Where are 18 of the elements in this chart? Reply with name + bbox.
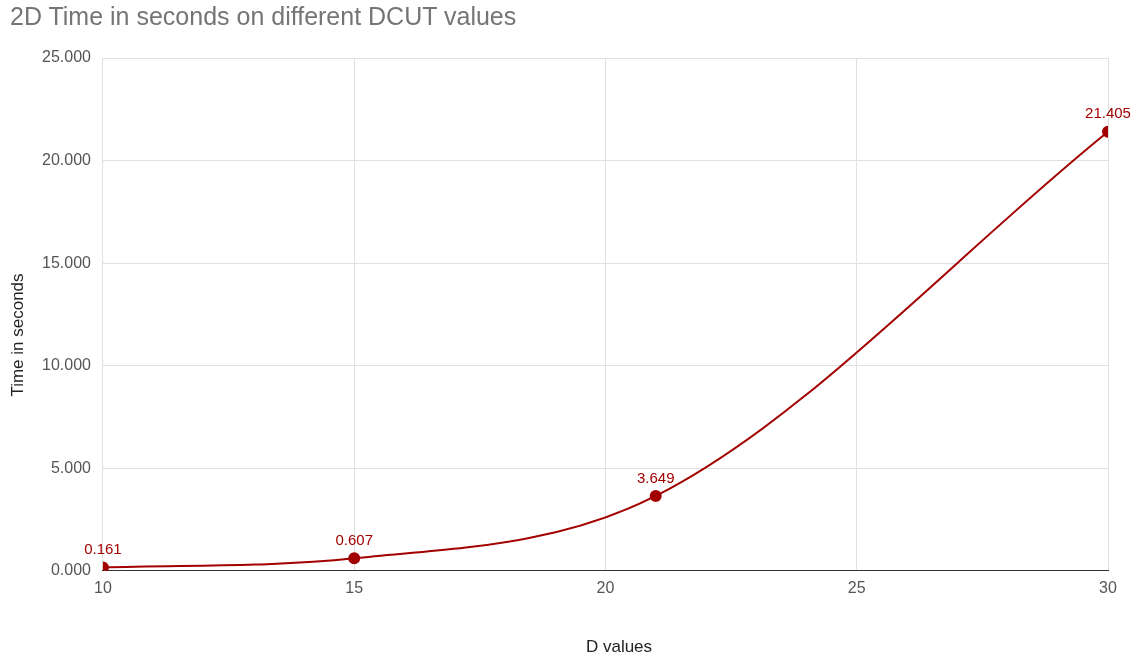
x-tick-label: 25	[847, 578, 866, 596]
y-axis-title: Time in seconds	[8, 272, 28, 399]
data-label: 3.649	[636, 468, 675, 486]
x-tick-label: 20	[596, 578, 615, 596]
y-tick-label: 15.000	[42, 253, 92, 271]
x-axis-title: D values	[584, 637, 654, 657]
x-tick-label: 15	[345, 578, 364, 596]
x-tick-label: 30	[1099, 578, 1117, 596]
chart-title: 2D Time in seconds on different DCUT values	[10, 2, 517, 31]
y-tick-label: 5.000	[50, 458, 92, 476]
data-label: 21.405	[1085, 104, 1131, 122]
x-tick-label: 10	[94, 578, 112, 596]
y-tick-label: 10.000	[42, 356, 92, 374]
data-label: 0.161	[84, 540, 122, 558]
y-tick-label: 0.000	[50, 561, 92, 579]
data-label: 0.607	[335, 530, 373, 548]
y-tick-label: 20.000	[42, 150, 92, 168]
y-tick-label: 25.000	[42, 48, 92, 66]
